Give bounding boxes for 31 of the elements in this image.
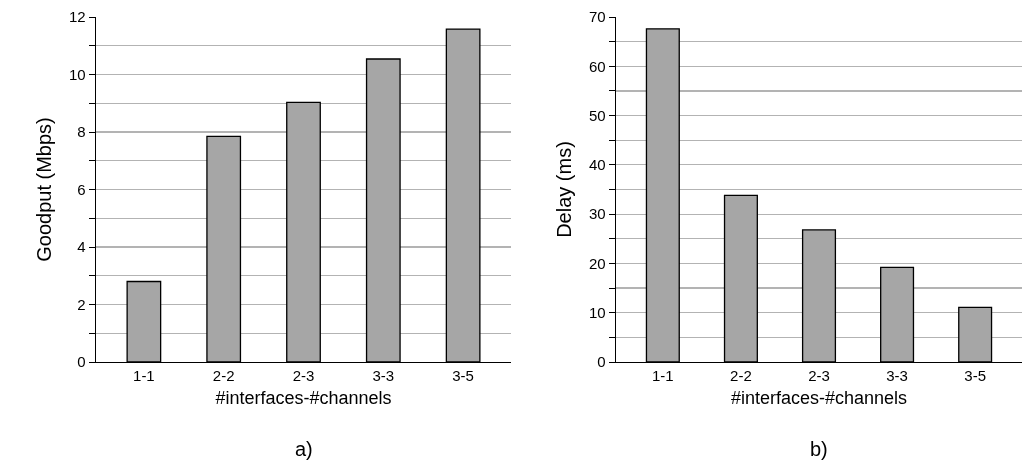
x-tick-label: 1-1 [652,367,674,385]
y-tick-label: 30 [589,205,606,223]
x-tick-label: 3-3 [886,367,908,385]
y-tick-label: 20 [589,254,606,272]
x-tick-label: 2-3 [808,367,830,385]
x-axis-title: #interfaces-#channels [730,388,908,409]
x-tick-label: 3-5 [452,367,474,385]
y-tick-label: 60 [589,57,606,75]
y-tick-label: 4 [77,238,86,256]
y-tick-label: 2 [77,295,86,313]
x-tick-label: 1-1 [133,367,155,385]
y-tick-label: 10 [69,65,86,83]
x-axis-title: #interfaces-#channels [215,388,392,409]
y-tick-label: 10 [589,303,606,321]
y-axis-title: Goodput (Mbps) [32,117,55,262]
x-tick-label: 3-3 [372,367,395,385]
y-tick-label: 8 [77,123,86,141]
y-tick-label: 50 [589,106,606,124]
y-tick-label: 70 [589,8,606,26]
x-tick-label: 2-2 [212,367,235,385]
y-tick-label: 40 [589,156,606,174]
x-tick-label: 2-3 [292,367,315,385]
y-axis-title: Delay (ms) [552,141,575,238]
x-tick-label: 2-2 [730,367,752,385]
y-tick-label: 6 [77,180,86,198]
text: a) [295,438,313,460]
text: b) [810,438,828,460]
x-tick-label: 3-5 [964,367,986,385]
y-tick-label: 0 [597,353,606,371]
y-tick-label: 0 [77,353,86,371]
y-tick-label: 12 [69,8,86,26]
